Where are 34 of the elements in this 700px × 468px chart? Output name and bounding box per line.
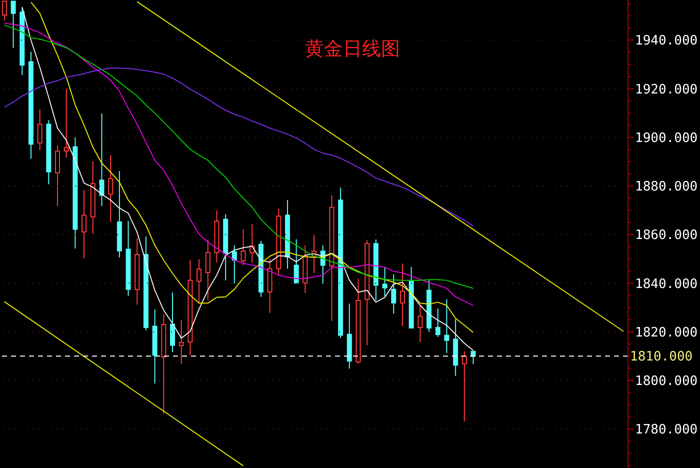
candlestick: [55, 144, 60, 207]
line-series: [4, 68, 474, 227]
candlestick: [444, 298, 450, 354]
candlestick: [382, 266, 388, 297]
candlestick: [267, 258, 272, 314]
text: 黄金日线图: [305, 37, 400, 62]
candlestick: [400, 263, 405, 327]
candlestick: [462, 350, 467, 422]
y-tick-label: 1780.000: [635, 422, 698, 438]
candlestick: [232, 244, 237, 284]
y-tick-label: 1920.000: [635, 82, 698, 98]
y-tick-label: 1900.000: [635, 130, 698, 146]
candlestick: [64, 88, 69, 158]
candlestick: [205, 238, 210, 301]
candlestick: [391, 274, 396, 314]
candlestick: [37, 108, 42, 151]
y-tick-label: 1800.000: [635, 374, 698, 390]
y-tick-label: 1860.000: [635, 228, 698, 244]
candlestick: [418, 304, 423, 343]
candlestick: [170, 292, 175, 353]
y-tick-label: 1840.000: [635, 276, 698, 292]
y-tick-label: 1820.000: [635, 325, 698, 340]
candlestick: [196, 258, 202, 304]
ref-line-label: 1810.000: [630, 350, 693, 365]
candlestick: [10, 0, 16, 49]
y-tick-label: 1880.000: [635, 180, 698, 195]
candlestick: [240, 228, 246, 266]
candlestick: [108, 154, 114, 222]
candlestick: [435, 308, 440, 338]
y-tick-label: 1940.000: [635, 34, 698, 49]
candlestick: [99, 113, 104, 206]
candlestick: [294, 238, 299, 284]
candlestick: [178, 320, 184, 364]
candlestick: [82, 190, 87, 259]
